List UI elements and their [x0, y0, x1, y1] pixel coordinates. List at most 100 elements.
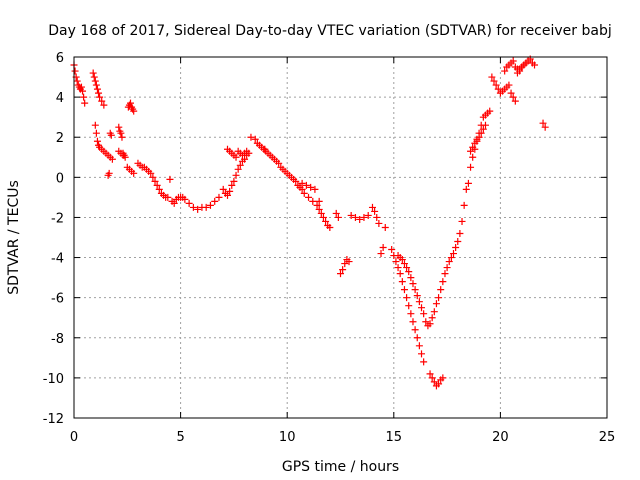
data-point: [400, 260, 408, 268]
data-point: [151, 177, 159, 185]
data-point: [411, 286, 419, 294]
data-point: [377, 250, 385, 258]
data-point: [441, 270, 449, 278]
axis-ticks: [73, 56, 608, 419]
data-point: [130, 107, 138, 115]
data-point: [467, 147, 475, 155]
data-point: [501, 67, 509, 75]
data-point: [298, 179, 306, 187]
data-point: [71, 67, 79, 75]
data-point: [375, 219, 383, 227]
data-point: [541, 123, 549, 131]
data-point: [396, 270, 404, 278]
data-point: [345, 258, 353, 266]
plot-frame: [73, 56, 608, 419]
data-point: [315, 197, 323, 205]
data-point: [300, 189, 308, 197]
chart-title: Day 168 of 2017, Sidereal Day-to-day VTE…: [48, 23, 611, 39]
data-point: [117, 129, 125, 137]
y-tick-label: 0: [56, 171, 64, 186]
data-point: [409, 280, 417, 288]
data-point: [181, 195, 189, 203]
data-point: [153, 181, 161, 189]
data-point: [507, 89, 515, 97]
data-point: [81, 99, 89, 107]
data-point: [428, 314, 436, 322]
data-point: [322, 217, 330, 225]
data-point: [89, 69, 97, 77]
data-point: [90, 73, 98, 81]
y-tick-labels: -12 -10 -8 -6 -4 -2 0 2 4 6: [43, 51, 64, 427]
data-point: [456, 229, 464, 237]
data-point: [379, 244, 387, 252]
y-tick-label: -6: [51, 292, 64, 307]
data-point: [388, 246, 396, 254]
x-axis-label: GPS time / hours: [282, 459, 399, 475]
data-point: [147, 169, 155, 177]
data-point: [341, 260, 349, 268]
data-point: [509, 57, 517, 65]
grid: [74, 57, 607, 418]
data-point: [185, 199, 193, 207]
data-point: [215, 193, 223, 201]
data-point: [234, 165, 242, 173]
data-point: [462, 185, 470, 193]
data-point: [439, 374, 447, 382]
data-point: [418, 350, 426, 358]
data-point: [486, 107, 494, 115]
data-point: [403, 264, 411, 272]
y-tick-label: -2: [51, 211, 64, 226]
data-point: [522, 59, 530, 67]
data-point: [118, 133, 126, 141]
data-point: [356, 215, 364, 223]
y-tick-label: -10: [43, 372, 64, 387]
data-point: [347, 211, 355, 219]
data-point: [420, 358, 428, 366]
data-point: [373, 213, 381, 221]
data-point: [149, 173, 157, 181]
data-point: [426, 320, 434, 328]
data-point: [475, 133, 483, 141]
data-point: [422, 318, 430, 326]
data-point: [315, 205, 323, 213]
data-point: [460, 201, 468, 209]
data-point: [430, 308, 438, 316]
data-point: [194, 205, 202, 213]
data-point: [232, 171, 240, 179]
data-point: [251, 135, 259, 143]
data-point: [428, 374, 436, 382]
x-tick-label: 25: [599, 430, 616, 445]
data-point: [100, 101, 108, 109]
data-point: [104, 171, 112, 179]
data-point: [309, 197, 317, 205]
data-point: [407, 310, 415, 318]
data-point: [92, 81, 100, 89]
data-point: [130, 169, 138, 177]
data-point: [437, 286, 445, 294]
data-point: [418, 304, 426, 312]
data-point: [531, 61, 539, 69]
data-point: [126, 99, 134, 107]
y-tick-label: -8: [51, 332, 64, 347]
data-point: [435, 294, 443, 302]
data-point: [381, 223, 389, 231]
data-point: [458, 217, 466, 225]
data-point: [415, 298, 423, 306]
data-point: [403, 294, 411, 302]
data-point: [511, 97, 519, 105]
data-point: [292, 177, 300, 185]
data-point: [93, 137, 101, 145]
data-point: [492, 81, 500, 89]
data-point: [447, 254, 455, 262]
data-point: [337, 270, 344, 278]
data-point: [360, 213, 368, 221]
data-point: [392, 258, 400, 266]
data-point: [490, 77, 498, 85]
data-point: [313, 201, 321, 209]
data-point: [230, 177, 238, 185]
data-point: [413, 292, 421, 300]
data-point: [452, 244, 460, 252]
x-tick-label: 20: [492, 430, 509, 445]
data-point: [467, 163, 475, 171]
data-point: [108, 155, 116, 163]
